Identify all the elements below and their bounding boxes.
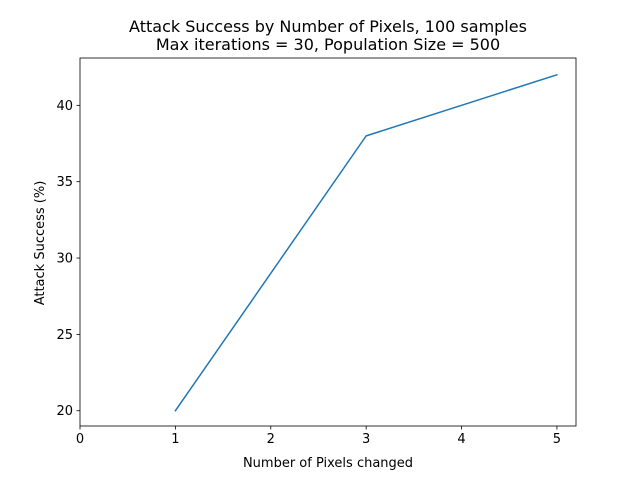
y-tick-label: 40 [56,99,73,114]
x-tick-label: 5 [553,432,561,447]
y-axis-label: Attack Success (%) [33,181,48,306]
y-tick-label: 35 [56,175,73,190]
plot-area: 0 1 2 3 4 5 20 25 30 35 40 [56,57,577,447]
x-axis-label: Number of Pixels changed [243,456,413,471]
x-tick-label: 2 [267,432,275,447]
y-tick-label: 30 [56,252,73,267]
x-tick-label: 1 [171,432,179,447]
x-tick-label: 3 [362,432,370,447]
chart-title-line-1: Attack Success by Number of Pixels, 100 … [129,17,527,36]
y-tick-label: 20 [56,404,73,419]
x-tick-label: 0 [76,432,84,447]
x-tick-label: 4 [457,432,465,447]
y-tick-label: 25 [56,328,73,343]
chart-title-line-2: Max iterations = 30, Population Size = 5… [156,35,500,54]
axes-frame [79,57,577,427]
series-line-0 [174,73,558,412]
